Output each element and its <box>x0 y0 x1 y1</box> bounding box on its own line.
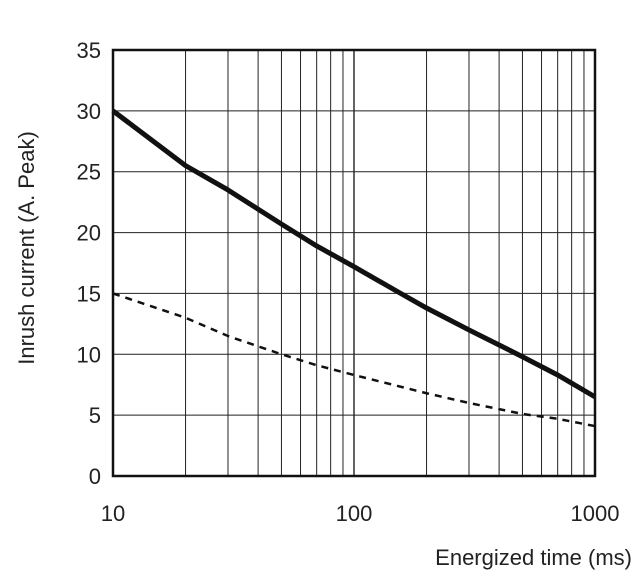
y-tick-label: 20 <box>77 221 101 246</box>
y-tick-label: 5 <box>89 403 101 428</box>
y-tick-labels: 0 5 10 15 20 25 30 35 <box>77 38 101 489</box>
y-tick-label: 0 <box>89 464 101 489</box>
x-tick-label: 1000 <box>571 501 620 526</box>
x-tick-label: 100 <box>336 501 373 526</box>
plot-frame <box>111 48 597 478</box>
x-tick-label: 10 <box>101 501 125 526</box>
y-axis-label: Inrush current (A. Peak) <box>14 131 39 365</box>
y-tick-label: 10 <box>77 342 101 367</box>
x-axis-label: Energized time (ms) <box>435 545 632 570</box>
y-tick-label: 35 <box>77 38 101 63</box>
series-line-dashed <box>112 292 596 428</box>
y-tick-label: 25 <box>77 160 101 185</box>
series-layer <box>111 108 597 428</box>
grid <box>113 50 595 476</box>
x-tick-labels: 10 100 1000 <box>101 501 620 526</box>
y-tick-label: 15 <box>77 281 101 306</box>
series-line-solid <box>111 108 597 400</box>
y-tick-label: 30 <box>77 99 101 124</box>
